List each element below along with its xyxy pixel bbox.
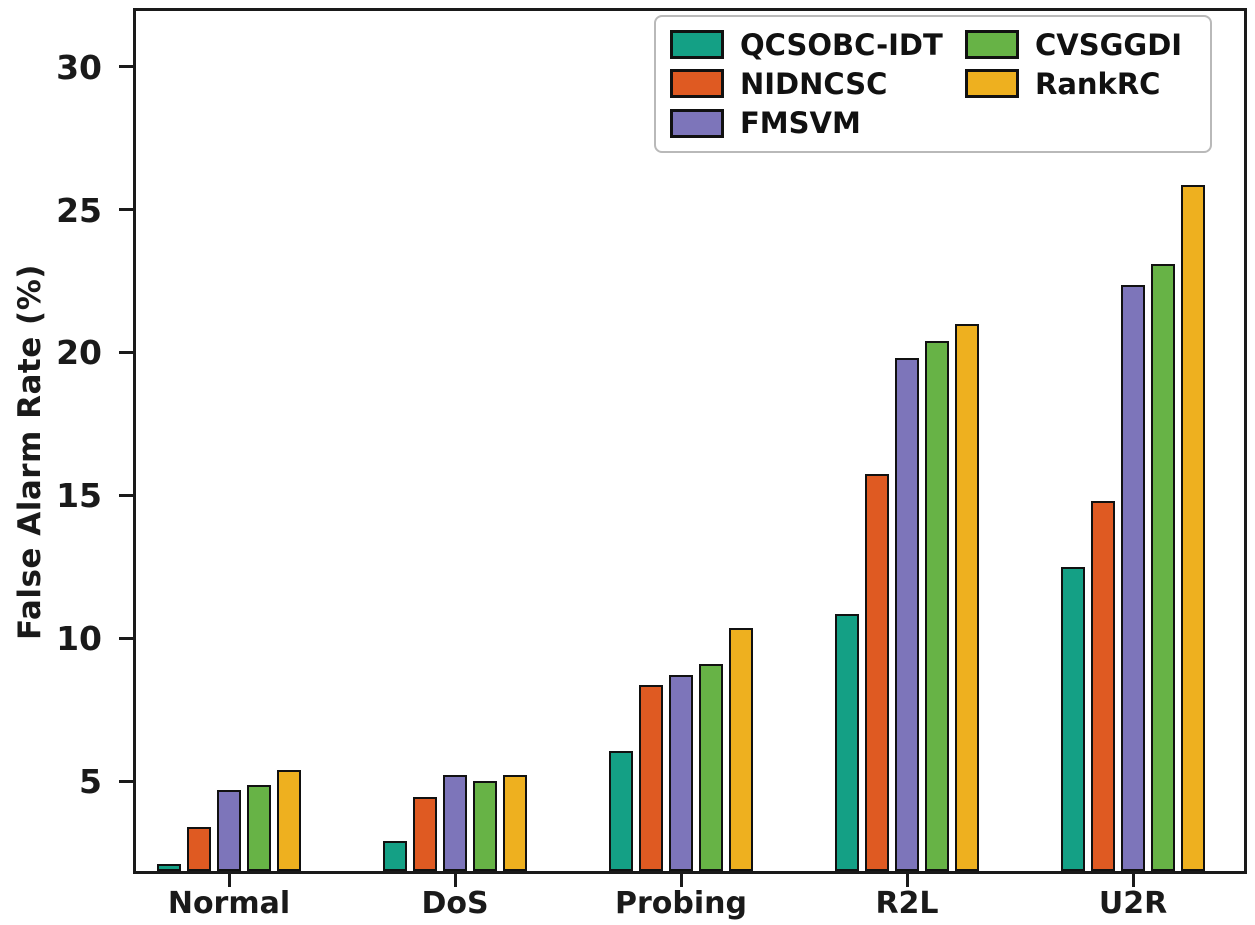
legend-label: FMSVM [740,106,861,141]
bar-qcsobc-idt-dos [383,841,407,871]
x-tick-mark [227,874,231,887]
bar-qcsobc-idt-u2r [1061,566,1085,871]
legend-swatch-icon [670,69,724,99]
x-tick-label: DoS [421,886,489,921]
bar-nidncsc-u2r [1091,501,1115,871]
legend-swatch-icon [670,30,724,60]
x-tick-label: Probing [615,886,747,921]
bar-nidncsc-dos [413,796,437,871]
y-tick-mark [119,779,133,783]
bar-rankrc-normal [277,769,301,871]
legend-item-qcsobc-idt: QCSOBC-IDT [670,25,965,64]
legend: QCSOBC-IDT NIDNCSC FMSVM CVSGGDI RankRC [654,15,1212,153]
y-tick-mark [119,350,133,354]
y-tick-label: 5 [79,762,102,801]
x-tick-mark [905,874,909,887]
bar-qcsobc-idt-r2l [835,613,859,871]
bar-nidncsc-normal [187,826,211,871]
x-tick-label: U2R [1098,886,1168,921]
bar-cvsggdi-u2r [1151,263,1175,871]
y-tick-mark [119,208,133,212]
bar-cvsggdi-dos [473,781,497,871]
y-tick-label: 10 [56,619,102,659]
y-axis-title: False Alarm Rate (%) [12,264,48,640]
bar-qcsobc-idt-normal [157,863,181,871]
x-tick-label: Normal [167,886,291,921]
bar-fmsvm-dos [443,775,467,871]
y-tick-label: 15 [56,476,102,516]
bar-fmsvm-normal [217,789,241,871]
x-tick-mark [679,874,683,887]
legend-item-rankrc: RankRC [965,64,1210,103]
y-tick-mark [119,636,133,640]
x-tick-mark [1131,874,1135,887]
legend-label: NIDNCSC [740,66,888,101]
legend-swatch-icon [965,30,1019,60]
legend-item-nidncsc: NIDNCSC [670,64,965,103]
legend-swatch-icon [965,69,1019,99]
bar-nidncsc-probing [639,685,663,871]
bar-cvsggdi-probing [699,663,723,871]
y-tick-label: 25 [56,190,102,230]
bar-fmsvm-u2r [1121,285,1145,871]
bar-fmsvm-r2l [895,358,919,871]
y-tick-label: 20 [56,333,102,373]
bar-nidncsc-r2l [865,473,889,871]
bar-rankrc-u2r [1181,185,1205,871]
bar-rankrc-probing [729,628,753,871]
y-tick-mark [119,493,133,497]
bar-rankrc-r2l [955,323,979,871]
legend-label: CVSGGDI [1035,27,1183,62]
x-tick-label: R2L [875,886,939,921]
bar-cvsggdi-normal [247,785,271,871]
y-tick-mark [119,65,133,69]
legend-item-cvsggdi: CVSGGDI [965,25,1210,64]
bar-cvsggdi-r2l [925,341,949,871]
legend-label: RankRC [1035,66,1161,101]
bar-fmsvm-probing [669,675,693,871]
y-tick-label: 30 [56,47,102,87]
legend-swatch-icon [670,108,724,138]
bar-qcsobc-idt-probing [609,751,633,871]
legend-item-fmsvm: FMSVM [670,104,965,143]
x-tick-mark [453,874,457,887]
legend-label: QCSOBC-IDT [740,27,943,62]
bar-rankrc-dos [503,775,527,871]
